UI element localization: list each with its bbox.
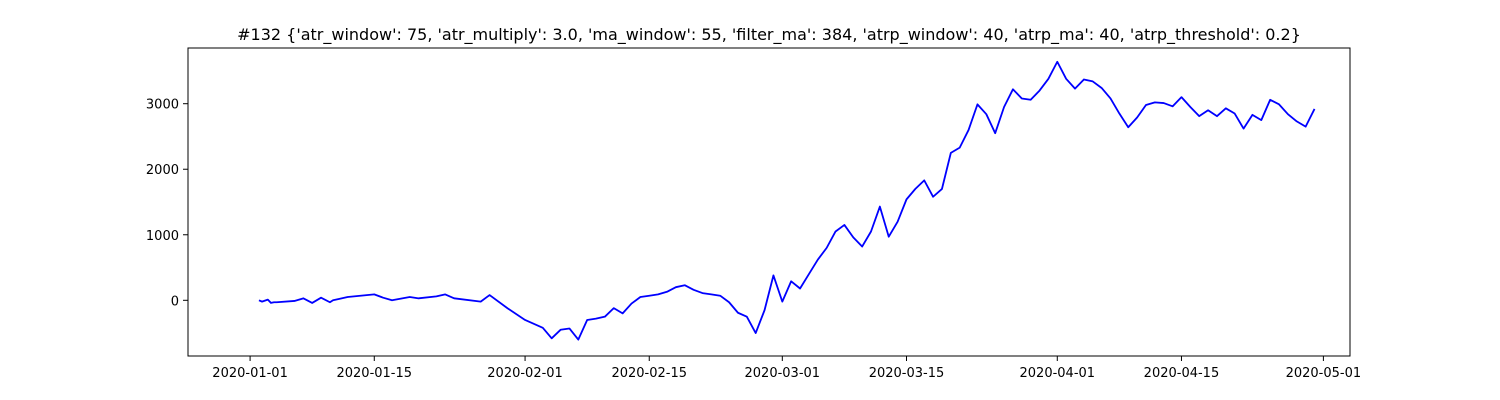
x-tick-label: 2020-04-01 bbox=[1020, 366, 1096, 381]
x-axis: 2020-01-01 2020-01-15 2020-02-01 2020-02-15… bbox=[212, 356, 1361, 381]
chart-title: #132 {'atr_window': 75, 'atr_multiply': … bbox=[237, 25, 1301, 45]
y-tick-label: 2000 bbox=[146, 163, 179, 178]
x-tick-label: 2020-02-01 bbox=[487, 366, 563, 381]
x-tick-label: 2020-04-15 bbox=[1144, 366, 1220, 381]
x-tick-label: 2020-03-01 bbox=[745, 366, 821, 381]
axes-frame bbox=[187, 47, 1351, 357]
x-tick-label: 2020-02-15 bbox=[611, 366, 687, 381]
y-tick-label: 3000 bbox=[146, 98, 179, 113]
x-tick-label: 2020-05-01 bbox=[1286, 366, 1362, 381]
y-axis: 0 1000 2000 3000 bbox=[146, 98, 188, 309]
x-tick-label: 2020-01-15 bbox=[336, 366, 412, 381]
plot-area bbox=[187, 47, 1351, 357]
x-tick-label: 2020-03-15 bbox=[869, 366, 945, 381]
y-tick-label: 1000 bbox=[146, 229, 179, 244]
x-tick-label: 2020-01-01 bbox=[212, 366, 288, 381]
series-line bbox=[258, 60, 1316, 341]
y-tick-label: 0 bbox=[171, 294, 179, 309]
